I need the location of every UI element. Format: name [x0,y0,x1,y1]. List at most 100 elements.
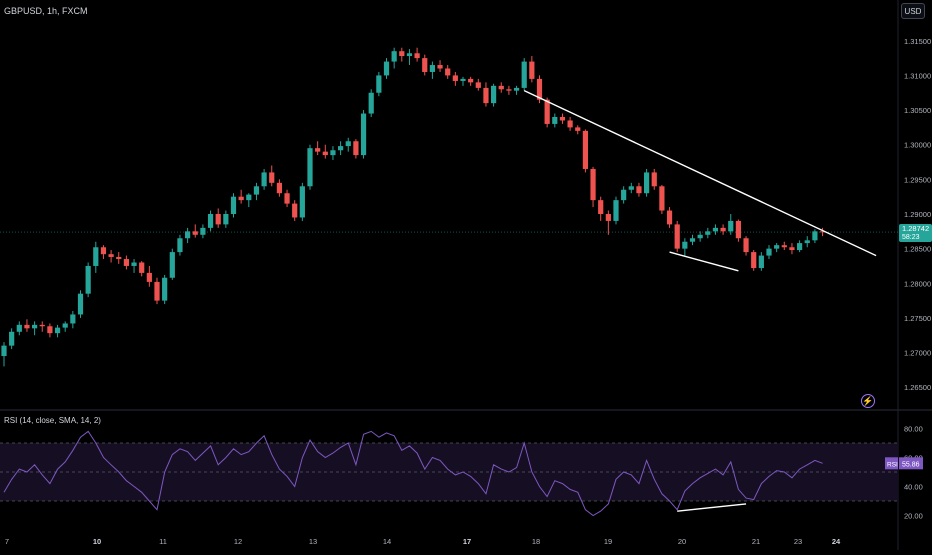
price-axis-label: 1.27500 [904,314,931,323]
currency-button[interactable]: USD [901,3,925,19]
candle-body [253,186,260,195]
candle-body [322,151,328,156]
candle-body [743,238,749,253]
candle-body [299,186,305,218]
candle-body [728,220,734,232]
trendline-resistance [523,90,877,257]
time-axis-label: 11 [159,537,167,546]
candle-body [567,120,573,128]
rsi-name-label: RSI [887,461,898,468]
candle-body [804,240,810,244]
candle-body [674,224,680,249]
time-axis-label: 14 [383,537,391,546]
candle-body [712,227,719,232]
rsi-axis-label: 20.00 [904,512,923,521]
candle-body [246,194,252,201]
candle-body [93,247,99,266]
candle-body [215,214,221,225]
candle-body [460,78,466,81]
candle-body [682,241,688,249]
candle-body [315,148,321,152]
candle-body [1,345,7,357]
candle-body [422,58,428,72]
candle-body [284,193,290,204]
candle-body [238,196,244,201]
candle-body [406,53,413,57]
candle-body [368,92,374,114]
candle-body [506,89,512,91]
candle-body [376,75,382,93]
price-axis-label: 1.29000 [904,210,931,219]
candle-body [789,247,795,251]
price-axis-label: 1.31500 [904,37,931,46]
candle-body [475,82,481,88]
time-axis-label: 10 [93,537,101,546]
time-axis-label: 18 [532,537,540,546]
candle-body [185,231,191,239]
price-axis-label: 1.30000 [904,141,931,150]
candle-body [200,227,206,235]
rsi-line [3,430,823,517]
candle-body [116,256,122,260]
candle-body [452,75,458,81]
candle-body [659,186,665,211]
candle-body [269,172,275,183]
candle-body [16,324,22,332]
candle-body [651,172,657,187]
candle-body [131,262,137,266]
candle-body [399,51,405,57]
rsi-axis-label: 80.00 [904,425,923,434]
candle-body [414,53,420,59]
candle-body [360,113,367,156]
candle-body [276,182,282,194]
candle-body [429,65,435,72]
candle-body [644,172,650,194]
symbol-title: GBPUSD, 1h, FXCM [4,6,88,16]
candle-body [85,265,91,294]
lightning-icon[interactable]: ⚡ [861,394,875,408]
candle-body [751,252,757,269]
price-axis-label: 1.28500 [904,245,931,254]
price-axis-label: 1.31000 [904,71,931,80]
candle-body [636,186,642,194]
price-axis-label: 1.27000 [904,349,931,358]
price-axis-label: 1.30500 [904,106,931,115]
price-axis-label: 1.28000 [904,279,931,288]
candle-body [9,331,15,346]
candle-body [720,227,726,232]
candle-body [666,210,673,225]
candle-body [154,281,160,301]
candle-body [62,323,68,328]
candle-body [230,196,237,214]
candle-body [819,231,826,233]
candle-body [192,231,198,235]
rsi-band [0,443,898,501]
current-price-badge [899,224,932,243]
candle-body [338,146,344,151]
price-axis-label: 1.29500 [904,175,931,184]
candle-body [146,272,152,282]
time-axis-label: 13 [309,537,317,546]
candle-body [544,99,550,124]
candle-body [705,231,711,235]
candle-body [582,130,588,169]
candle-body [590,168,596,201]
candle-body [552,117,558,124]
rsi-axis-label: 40.00 [904,483,923,492]
candles-group [1,47,826,367]
candle-body [529,61,535,79]
candle-body [735,220,741,239]
candle-body [307,148,313,187]
candle-body [758,255,764,269]
candle-body [47,326,53,334]
candle-body [774,245,780,249]
trendline-support [669,251,739,272]
candle-body [39,324,45,327]
rsi-value-label: 55.86 [902,461,920,468]
time-axis-label: 24 [832,537,841,546]
candle-body [491,85,497,104]
rsi-divergence-line [677,503,747,512]
time-axis-label: 19 [604,537,612,546]
